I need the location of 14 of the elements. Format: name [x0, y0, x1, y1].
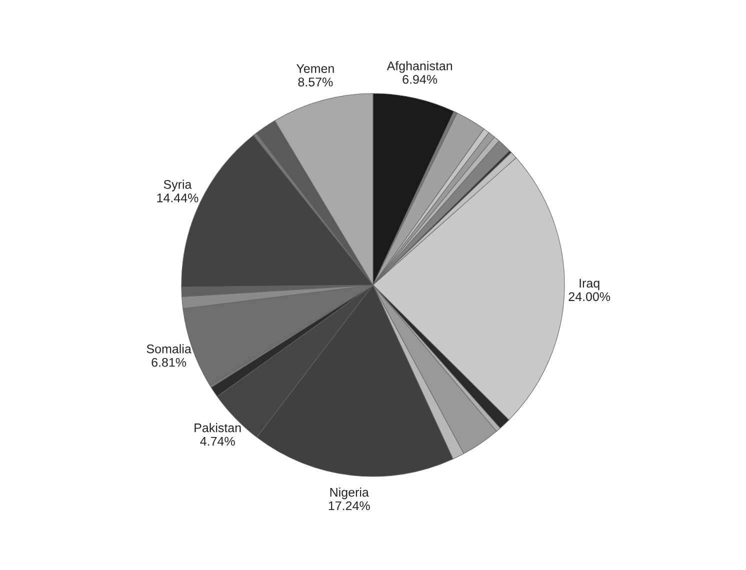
data-label: 8.57% — [298, 78, 333, 86]
data-label: 24.00% — [568, 292, 610, 302]
slice-label: Afghanistan — [386, 61, 452, 73]
data-label: 4.74% — [200, 436, 235, 446]
data-label: 6.81% — [152, 358, 186, 367]
slice-label: Somalia — [146, 344, 192, 354]
data-label: 6.94% — [402, 74, 438, 84]
slice-label: Yemen — [296, 64, 334, 73]
slice-label: Nigeria — [330, 488, 369, 500]
slice-label: Pakistan — [194, 423, 241, 432]
data-label: 14.44% — [157, 194, 198, 202]
data-label: 17.24% — [328, 501, 370, 510]
slice-label: Syria — [164, 180, 192, 192]
slice-label: Iraq — [580, 278, 600, 290]
